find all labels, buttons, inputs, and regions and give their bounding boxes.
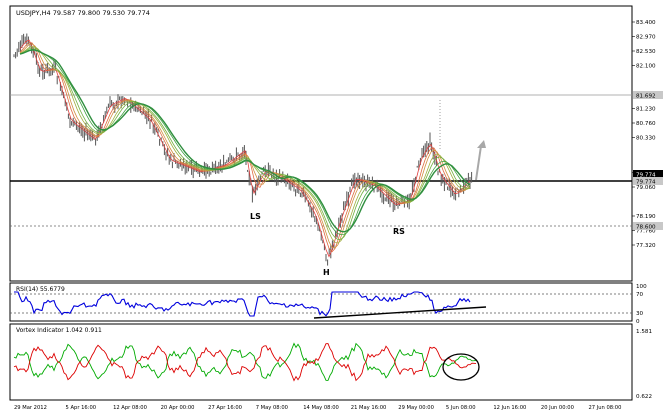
time-axis-label: 21 May 16:00 (351, 405, 387, 411)
vortex-minus-line (13, 343, 477, 382)
moving-average-line (19, 48, 471, 236)
time-axis-label: 29 Mar 2012 (14, 405, 47, 411)
left-shoulder-label: LS (250, 212, 261, 221)
price-axis: 83.400 82.970 82.530 82.100 81.230 80.760 80.3… (632, 20, 656, 249)
vortex-level-top: 1.581 (636, 329, 652, 335)
moving-average-line (19, 39, 471, 258)
time-axis-label: 12 Jun 16:00 (493, 405, 526, 411)
price-axis-label: 82.530 (636, 49, 656, 55)
vortex-plus-line (13, 342, 477, 381)
current-price-label: 79.774 (636, 173, 656, 179)
resistance-price-box (633, 91, 663, 99)
moving-average-line (19, 43, 471, 249)
rsi-pane-frame (9, 282, 633, 322)
rsi-pane-header: RSI(14) 55.6779 (16, 286, 65, 293)
rsi-level-30: 30 (636, 311, 644, 317)
price-axis-label: 78.190 (636, 214, 656, 220)
price-axis-label: 83.400 (636, 20, 656, 26)
time-axis-label: 14 May 08:00 (303, 405, 339, 411)
price-pane: USDJPY,H4 79.587 79.800 79.530 79.774 LS… (9, 5, 663, 282)
vortex-highlight-circle (442, 353, 480, 381)
rsi-pane: RSI(14) 55.6779 100 70 30 0 (9, 282, 647, 325)
price-axis-label: 77.760 (636, 229, 656, 235)
neckline-price-label: 79.774 (636, 180, 656, 186)
price-axis-label: 80.330 (636, 136, 656, 142)
neckline-price-box (633, 177, 663, 185)
current-price-box (633, 170, 663, 178)
time-axis-label: 29 May 00:00 (398, 405, 434, 411)
rsi-level-0: 0 (636, 319, 640, 325)
time-axis-label: 5 Apr 16:00 (66, 405, 97, 411)
moving-average-line (19, 46, 471, 244)
time-axis-label: 27 Jun 08:00 (588, 405, 621, 411)
moving-average-line (19, 47, 471, 241)
right-shoulder-label: RS (393, 227, 405, 236)
vortex-pane-header: Vortex Indicator 1.042 0.911 (16, 327, 102, 334)
time-axis: 29 Mar 2012 5 Apr 16:00 12 Apr 08:00 20 Apr… (14, 405, 621, 411)
time-axis-label: 7 May 08:00 (256, 405, 288, 411)
resistance-price-label: 81.692 (636, 94, 656, 100)
price-axis-label: 77.320 (636, 243, 656, 249)
price-axis-label: 80.760 (636, 121, 656, 127)
moving-average-ribbon (19, 39, 471, 258)
price-axis-label: 82.970 (636, 35, 656, 41)
vortex-pane: Vortex Indicator 1.042 0.911 1.581 0.622 (9, 323, 652, 401)
moving-average-line (19, 42, 471, 253)
support-price-box (633, 222, 663, 230)
price-axis-label: 79.060 (636, 185, 656, 191)
time-axis-label: 20 Jun 00:00 (541, 405, 574, 411)
rsi-level-100: 100 (636, 284, 647, 290)
support-price-label: 78.600 (636, 225, 656, 231)
rsi-trendline (313, 306, 487, 319)
price-axis-label: 82.100 (636, 64, 656, 70)
time-axis-label: 5 Jun 08:00 (446, 405, 476, 411)
time-axis-label: 12 Apr 08:00 (113, 405, 147, 411)
price-axis-label: 81.230 (636, 107, 656, 113)
price-pane-header: USDJPY,H4 79.587 79.800 79.530 79.774 (16, 9, 150, 17)
vortex-level-bottom: 0.622 (636, 394, 652, 400)
time-axis-label: 27 Apr 16:00 (208, 405, 242, 411)
projection-arrow-icon (475, 140, 486, 181)
vortex-pane-frame (9, 323, 633, 401)
moving-average-line (19, 49, 471, 233)
rsi-line (14, 291, 471, 317)
rsi-level-70: 70 (636, 292, 644, 298)
time-axis-label: 20 Apr 00:00 (161, 405, 195, 411)
head-label: H (323, 268, 330, 277)
